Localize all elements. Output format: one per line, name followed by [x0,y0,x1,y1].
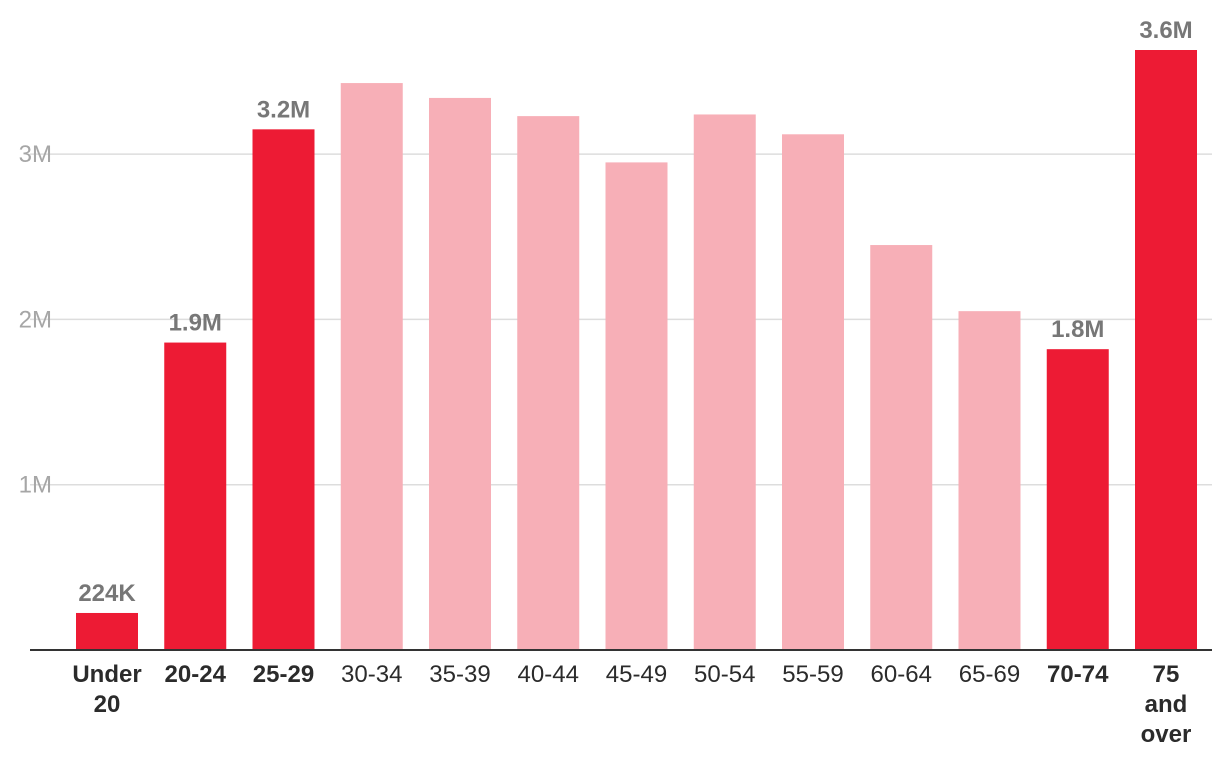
y-tick-label-2M: 2M [19,306,52,333]
bar-30-34 [340,83,403,650]
category-label-55-59: 55-59 [782,661,843,688]
y-tick-label-1M: 1M [19,472,52,499]
category-label-75-and-over: 75 and over [1141,661,1192,748]
data-label-under-20: 224K [78,580,136,607]
y-axis-tick-labels: 1M 2M 3M [19,141,52,499]
bar-65-69 [958,311,1021,650]
category-label-60-64: 60-64 [871,661,932,688]
category-label-50-54: 50-54 [694,661,755,688]
bar-45-49 [605,162,668,650]
bar-35-39 [429,97,491,650]
data-label-25-29: 3.2M [257,96,310,123]
category-label-20-24: 20-24 [165,661,227,688]
x-axis-category-labels: Under 20 20-24 25-29 30-34 35-39 40-44 45-49 50-… [72,661,1191,748]
bar-40-44 [517,116,580,650]
category-label-25-29: 25-29 [253,661,314,688]
bar-under-20 [76,612,138,650]
category-label-under-20: Under 20 [72,661,141,718]
data-label-20-24: 1.9M [169,310,222,337]
bar-60-64 [870,245,933,650]
data-label-70-74: 1.8M [1051,316,1104,343]
category-label-40-44: 40-44 [518,661,579,688]
bar-20-24 [164,342,227,650]
category-label-45-49: 45-49 [606,661,667,688]
data-labels: 224K 1.9M 3.2M 1.8M 3.6M [78,17,1192,607]
bar-75-and-over [1135,50,1197,650]
y-tick-label-3M: 3M [19,141,52,168]
category-label-35-39: 35-39 [429,661,490,688]
bar-25-29 [252,129,315,650]
category-label-70-74: 70-74 [1047,661,1109,688]
bar-50-54 [693,114,756,650]
bar-55-59 [782,134,844,651]
bars [76,50,1197,651]
bar-70-74 [1046,349,1109,650]
category-label-30-34: 30-34 [341,661,402,688]
data-label-75-and-over: 3.6M [1139,17,1192,44]
category-label-65-69: 65-69 [959,661,1020,688]
